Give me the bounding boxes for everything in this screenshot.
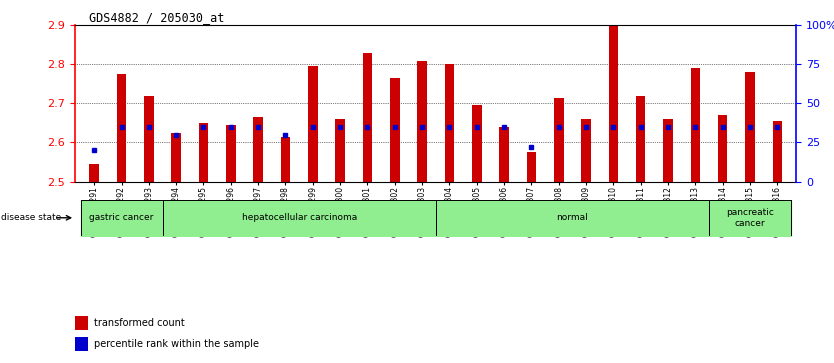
Bar (198, 123, 208, 182)
Bar (691, 68, 701, 182)
Text: GDS4882 / 205030_at: GDS4882 / 205030_at (89, 11, 225, 24)
Bar (609, 25, 618, 182)
Bar (226, 125, 235, 182)
Bar (254, 117, 263, 182)
Bar (390, 78, 399, 182)
Text: percentile rank within the sample: percentile rank within the sample (93, 339, 259, 349)
Text: transformed count: transformed count (93, 318, 184, 328)
Bar (554, 98, 564, 182)
Text: pancreatic
cancer: pancreatic cancer (726, 208, 774, 228)
Bar (500, 127, 509, 182)
Text: disease state: disease state (1, 213, 61, 222)
Bar (663, 119, 673, 182)
Bar (335, 119, 345, 182)
Bar (89, 164, 99, 182)
Bar (417, 61, 427, 182)
Bar (526, 152, 536, 182)
Bar (718, 115, 727, 182)
Bar (308, 66, 318, 182)
Bar (75, 315, 88, 330)
Bar (75, 337, 88, 351)
Text: normal: normal (556, 213, 588, 222)
Bar (171, 133, 181, 182)
Bar (472, 105, 481, 182)
Bar (117, 74, 126, 182)
Bar (281, 136, 290, 182)
Bar (746, 72, 755, 182)
Text: gastric cancer: gastric cancer (89, 213, 153, 222)
Text: hepatocellular carcinoma: hepatocellular carcinoma (242, 213, 357, 222)
Bar (445, 65, 455, 182)
Bar (636, 95, 646, 182)
Bar (772, 121, 782, 182)
Bar (363, 53, 372, 181)
Bar (581, 119, 590, 182)
Bar (144, 95, 153, 182)
